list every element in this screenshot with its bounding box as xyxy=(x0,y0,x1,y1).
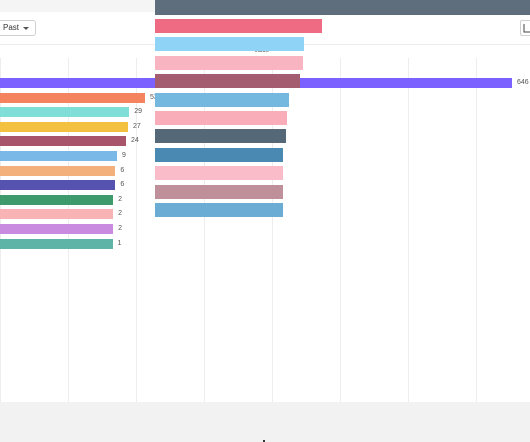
overlay-bar xyxy=(155,37,304,52)
gridline xyxy=(136,58,137,402)
bar[interactable] xyxy=(0,165,116,176)
time-range-dropdown[interactable]: Past xyxy=(0,20,37,36)
time-range-label: Past xyxy=(3,23,20,32)
gridline xyxy=(476,58,477,402)
bar-value-label: 2 xyxy=(118,225,123,232)
bar[interactable] xyxy=(0,209,114,220)
bar[interactable] xyxy=(0,92,145,103)
overlay-header xyxy=(155,0,530,15)
overlay-bar xyxy=(155,147,283,162)
bar-value-label: 646 xyxy=(517,79,529,86)
gridline xyxy=(272,58,273,402)
chart-layout-icon[interactable] xyxy=(520,20,530,36)
bar-value-label: 24 xyxy=(131,137,139,145)
bar-value-label: 9 xyxy=(122,152,126,159)
bar[interactable] xyxy=(0,121,128,132)
bar-value-label: 27 xyxy=(132,122,141,130)
overlay-bar xyxy=(155,184,283,199)
overlay-bar xyxy=(155,19,322,33)
overlay-bar xyxy=(155,166,283,181)
bar-value-label: 2 xyxy=(118,195,123,203)
bottom-strip xyxy=(0,402,530,442)
overlay-bar xyxy=(155,74,300,89)
bar-value-label: 2 xyxy=(118,210,123,218)
gridline xyxy=(340,58,341,402)
bottom-marker xyxy=(263,440,265,442)
overlay-bar xyxy=(155,129,286,144)
dragged-chart-overlay: Value xyxy=(155,0,530,217)
gridline xyxy=(204,58,205,402)
bar[interactable] xyxy=(0,107,130,118)
bar[interactable] xyxy=(0,224,114,234)
bar[interactable] xyxy=(0,180,116,191)
overlay-bar xyxy=(155,55,303,70)
bar-value-label: 6 xyxy=(120,181,125,189)
bar-value-label: 1 xyxy=(117,239,122,247)
bar-value-label: 6 xyxy=(120,166,125,174)
bar[interactable] xyxy=(0,238,113,249)
bar[interactable] xyxy=(0,151,117,161)
gridline xyxy=(408,58,409,402)
bar-value-label: 53 xyxy=(150,93,158,101)
bar[interactable] xyxy=(0,136,126,147)
chevron-down-icon xyxy=(23,26,30,30)
bar-value-label: 29 xyxy=(134,108,143,116)
overlay-bar xyxy=(155,111,287,125)
overlay-bar xyxy=(155,92,289,107)
overlay-bar xyxy=(155,203,283,217)
bar[interactable] xyxy=(0,194,114,205)
